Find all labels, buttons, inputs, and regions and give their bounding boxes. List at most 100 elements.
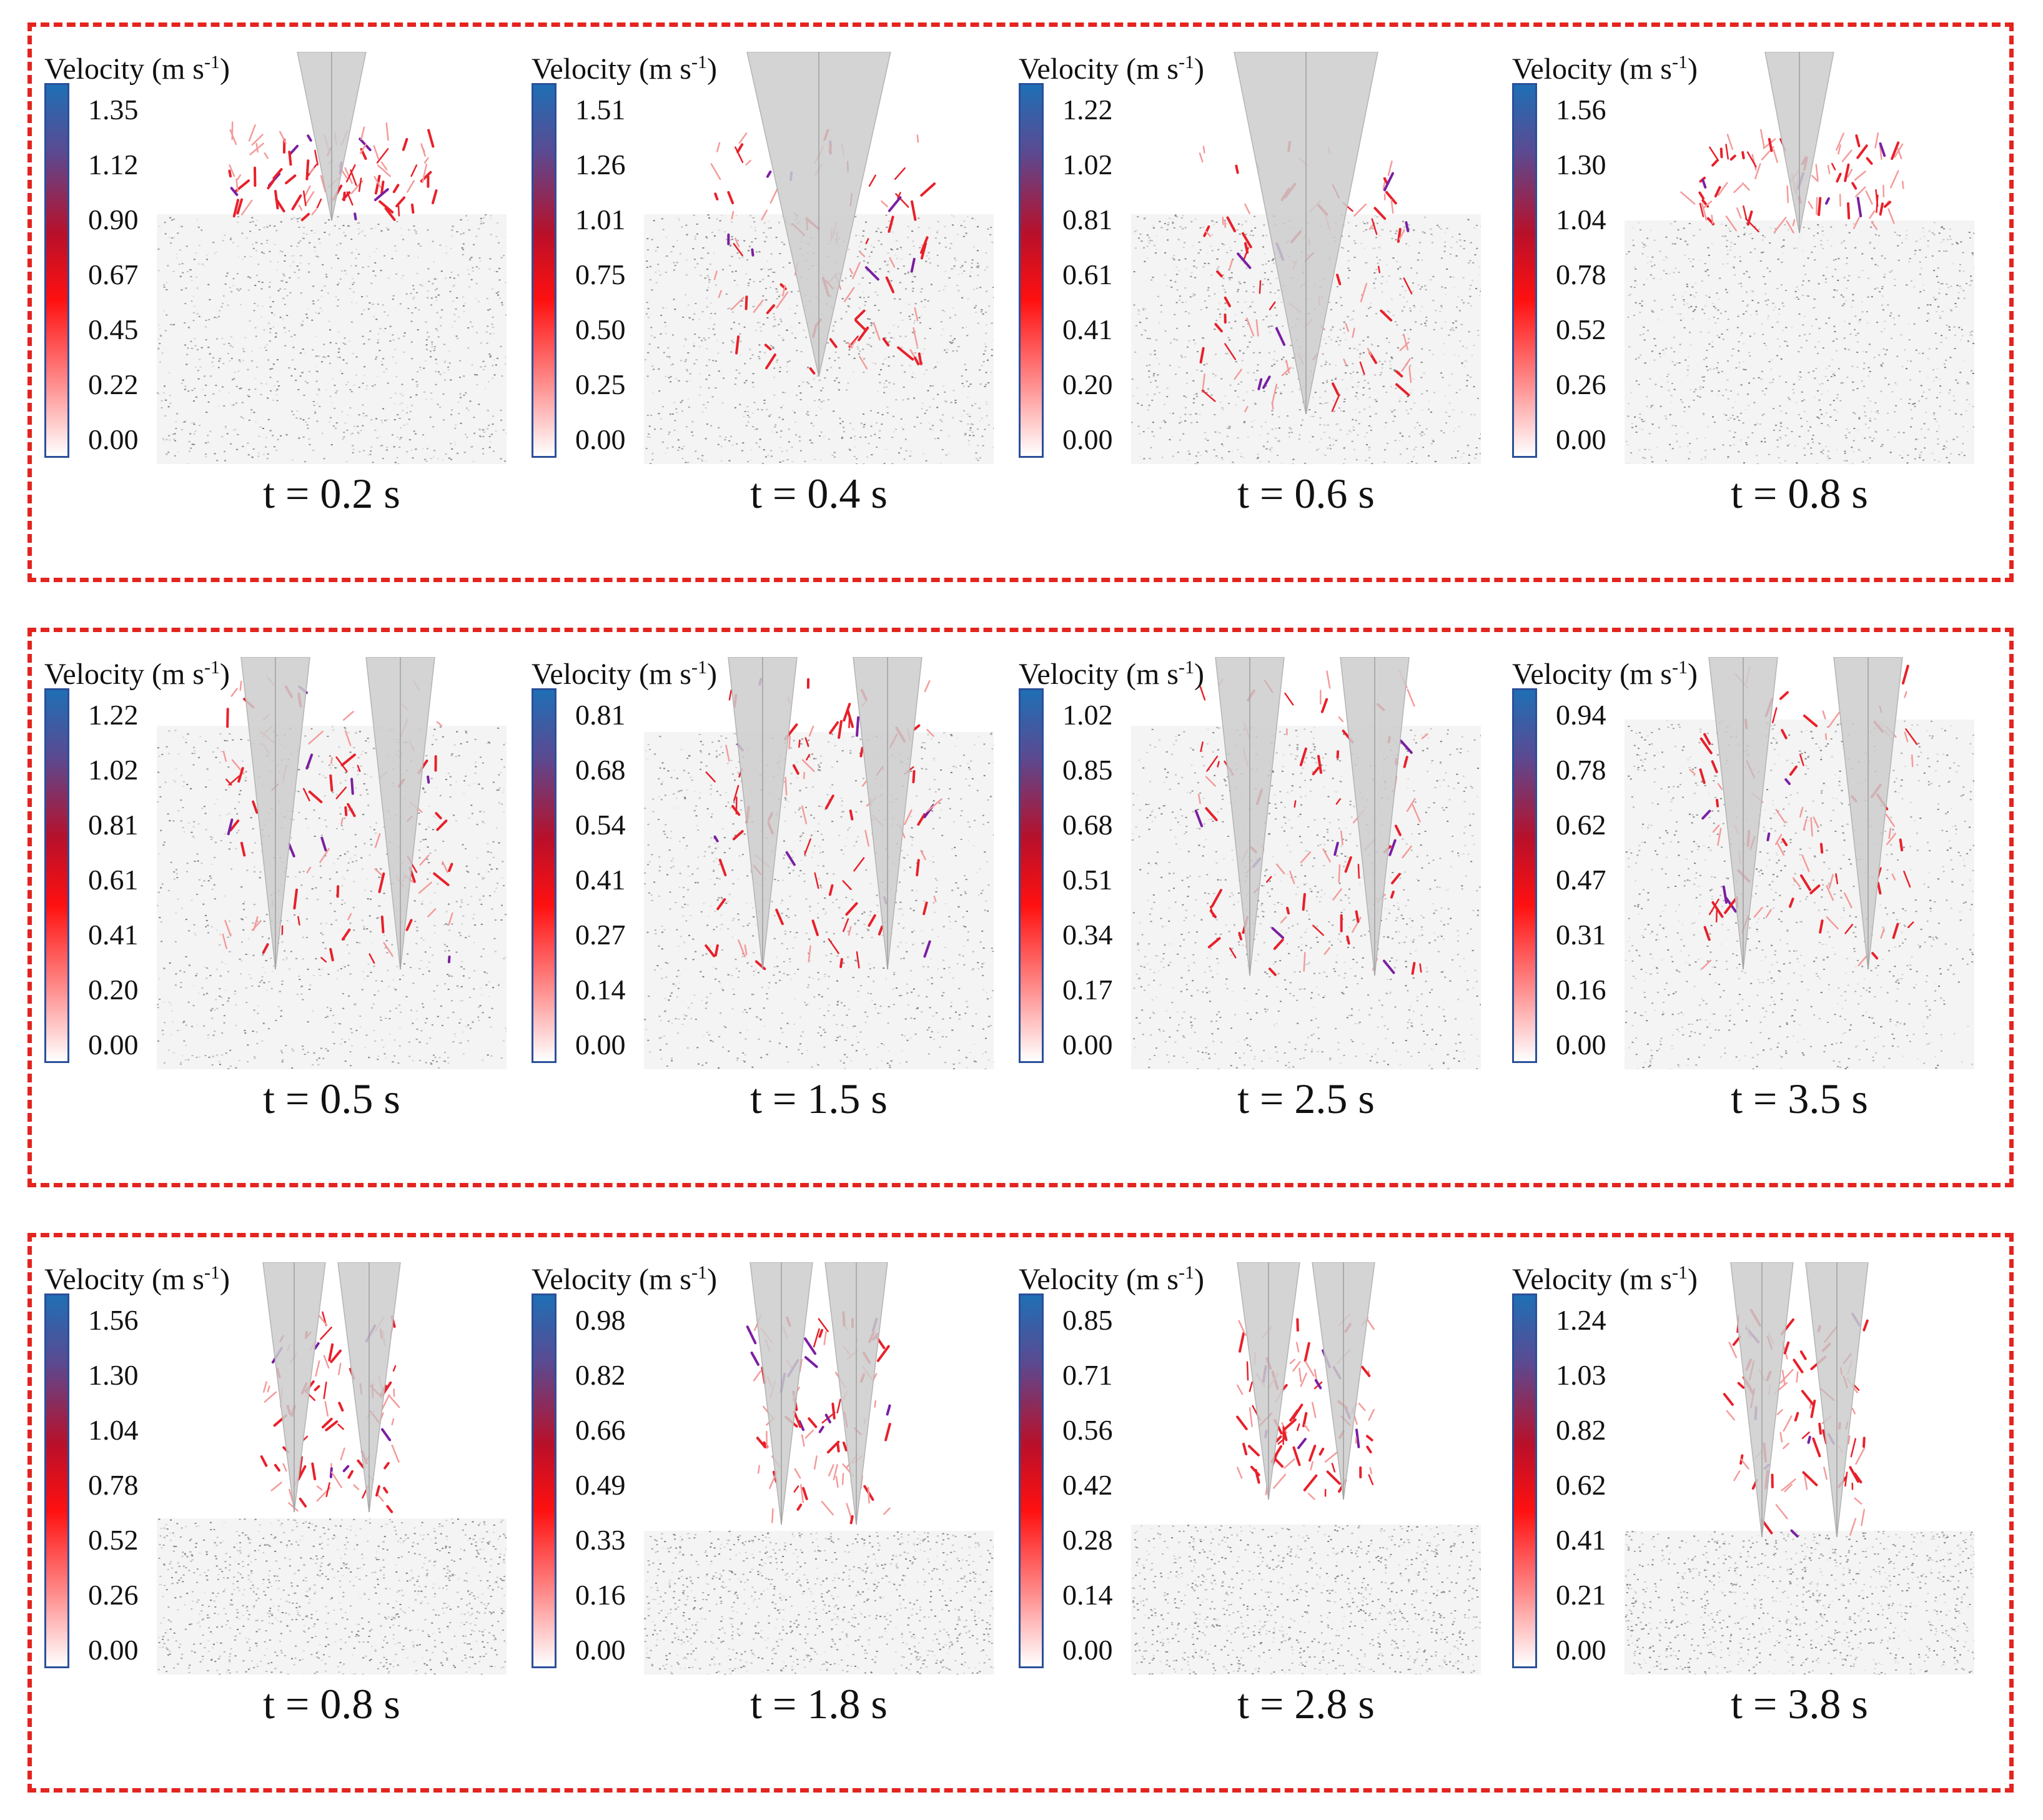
colorbar-tick: 0.16 — [1556, 974, 1606, 1006]
panel-3-2: Velocity (m s-1) 0.98 0.82 0.66 0.49 0.3… — [532, 1262, 1025, 1756]
colorbar-tick: 0.51 — [1062, 864, 1113, 896]
colorbar — [1019, 688, 1044, 1063]
colorbar — [532, 83, 557, 458]
time-label: t = 1.8 s — [750, 1680, 888, 1728]
colorbar-tick: 0.78 — [1556, 754, 1606, 786]
colorbar-tick: 0.34 — [1062, 919, 1113, 951]
colorbar-tick: 0.26 — [88, 1579, 139, 1611]
tool-cone — [1730, 1262, 1794, 1538]
colorbar-tick: 1.03 — [1556, 1359, 1606, 1391]
granular-bed — [1131, 726, 1481, 1069]
velocity-arrows — [228, 121, 438, 222]
colorbar-tick: 0.17 — [1062, 974, 1113, 1006]
colorbar-tick: 0.52 — [1556, 314, 1606, 345]
group-single-tool: Velocity (m s-1) 1.35 1.12 0.90 0.67 0.4… — [27, 22, 2014, 582]
colorbar-tick: 1.12 — [88, 149, 139, 181]
colorbar-tick: 0.00 — [1062, 1029, 1113, 1061]
colorbar-tick: 1.56 — [1556, 94, 1606, 126]
time-label: t = 3.5 s — [1731, 1075, 1868, 1122]
colorbar-tick: 0.41 — [1556, 1524, 1606, 1556]
colorbar-tick: 1.02 — [1062, 699, 1113, 731]
particle-simulation-view — [1131, 657, 1481, 1069]
colorbar-tick: 0.50 — [575, 314, 626, 345]
granular-bed — [1131, 1525, 1481, 1674]
particle-simulation-view — [1131, 52, 1481, 464]
colorbar-tick: 0.41 — [88, 919, 139, 951]
panel-1-4: Velocity (m s-1) 1.56 1.30 1.04 0.78 0.5… — [1512, 52, 2006, 545]
granular-bed — [1625, 720, 1974, 1069]
tool-cone — [746, 52, 891, 377]
colorbar-tick: 0.62 — [1556, 1469, 1606, 1501]
colorbar-tick: 0.82 — [1556, 1414, 1606, 1446]
panel-2-3: Velocity (m s-1) 1.02 0.85 0.68 0.51 0.3… — [1019, 657, 1512, 1150]
particle-simulation-view — [1625, 657, 1974, 1069]
particle-simulation-view — [157, 52, 507, 464]
group-two-tools-narrow: Velocity (m s-1) 1.56 1.30 1.04 0.78 0.5… — [27, 1233, 2014, 1793]
panel-3-3: Velocity (m s-1) 0.85 0.71 0.56 0.42 0.2… — [1019, 1262, 1512, 1756]
colorbar-tick: 0.22 — [88, 368, 139, 400]
colorbar-tick: 0.47 — [1556, 864, 1606, 896]
colorbar-tick: 1.26 — [575, 149, 626, 181]
panel-2-4: Velocity (m s-1) 0.94 0.78 0.62 0.47 0.3… — [1512, 657, 2006, 1150]
time-label: t = 0.8 s — [263, 1680, 400, 1728]
particle-simulation-view — [644, 52, 994, 464]
colorbar-tick: 0.00 — [88, 1634, 139, 1666]
particle-simulation-view — [1625, 52, 1974, 464]
colorbar-tick: 0.54 — [575, 809, 626, 841]
particle-simulation-view — [157, 1262, 507, 1674]
colorbar-tick: 1.22 — [88, 699, 139, 731]
colorbar-title: Velocity (m s-1) — [532, 52, 717, 86]
tool-cone — [1340, 657, 1410, 976]
colorbar-tick: 1.02 — [1062, 149, 1113, 181]
colorbar-tick: 1.24 — [1556, 1304, 1606, 1336]
colorbar-title: Velocity (m s-1) — [532, 657, 717, 691]
colorbar-title: Velocity (m s-1) — [44, 657, 230, 691]
colorbar-tick: 0.00 — [1556, 1634, 1606, 1666]
tool-cone — [337, 1262, 401, 1513]
colorbar-tick: 0.81 — [575, 699, 626, 731]
tool-cone — [365, 657, 435, 970]
colorbar-tick: 0.85 — [1062, 1304, 1113, 1336]
colorbar-tick: 0.00 — [575, 1029, 626, 1061]
tool-cone — [1708, 657, 1778, 970]
tool-cone — [1312, 1262, 1375, 1500]
granular-bed — [157, 1518, 507, 1674]
colorbar-tick: 1.56 — [88, 1304, 139, 1336]
colorbar-tick: 0.14 — [1062, 1579, 1113, 1611]
colorbar-tick: 0.00 — [88, 1029, 139, 1061]
tool-cone — [749, 1262, 813, 1525]
colorbar-tick: 1.35 — [88, 94, 139, 126]
tool-cone — [1234, 52, 1378, 415]
time-label: t = 0.6 s — [1237, 470, 1375, 517]
colorbar-tick: 0.00 — [575, 1634, 626, 1666]
colorbar-title: Velocity (m s-1) — [44, 1262, 230, 1296]
colorbar-tick: 0.00 — [1062, 423, 1113, 455]
tool-cone — [240, 657, 310, 970]
panel-1-2: Velocity (m s-1) 1.51 1.26 1.01 0.75 0.5… — [532, 52, 1025, 545]
colorbar-tick: 0.90 — [88, 204, 139, 235]
colorbar-tick: 0.67 — [88, 259, 139, 290]
colorbar — [1019, 83, 1044, 458]
colorbar-tick: 0.78 — [1556, 259, 1606, 290]
colorbar-title: Velocity (m s-1) — [1512, 1262, 1698, 1296]
panel-2-1: Velocity (m s-1) 1.22 1.02 0.81 0.61 0.4… — [44, 657, 538, 1150]
colorbar-tick: 0.68 — [1062, 809, 1113, 841]
colorbar-tick: 0.82 — [575, 1359, 626, 1391]
panel-2-2: Velocity (m s-1) 0.81 0.68 0.54 0.41 0.2… — [532, 657, 1025, 1150]
colorbar-tick: 0.45 — [88, 314, 139, 345]
colorbar-tick: 0.85 — [1062, 754, 1113, 786]
tool-cone — [262, 1262, 326, 1513]
colorbar-tick: 0.68 — [575, 754, 626, 786]
colorbar-tick: 0.52 — [88, 1524, 139, 1556]
tool-cone — [728, 657, 798, 970]
colorbar — [44, 1293, 69, 1668]
colorbar-tick: 0.00 — [1556, 1029, 1606, 1061]
colorbar — [1512, 688, 1537, 1063]
colorbar-tick: 0.00 — [575, 423, 626, 455]
colorbar-tick: 0.56 — [1062, 1414, 1113, 1446]
colorbar-tick: 1.22 — [1062, 94, 1113, 126]
tool-cone — [824, 1262, 888, 1525]
colorbar-title: Velocity (m s-1) — [1019, 1262, 1204, 1296]
colorbar-tick: 1.30 — [88, 1359, 139, 1391]
colorbar-tick: 0.62 — [1556, 809, 1606, 841]
